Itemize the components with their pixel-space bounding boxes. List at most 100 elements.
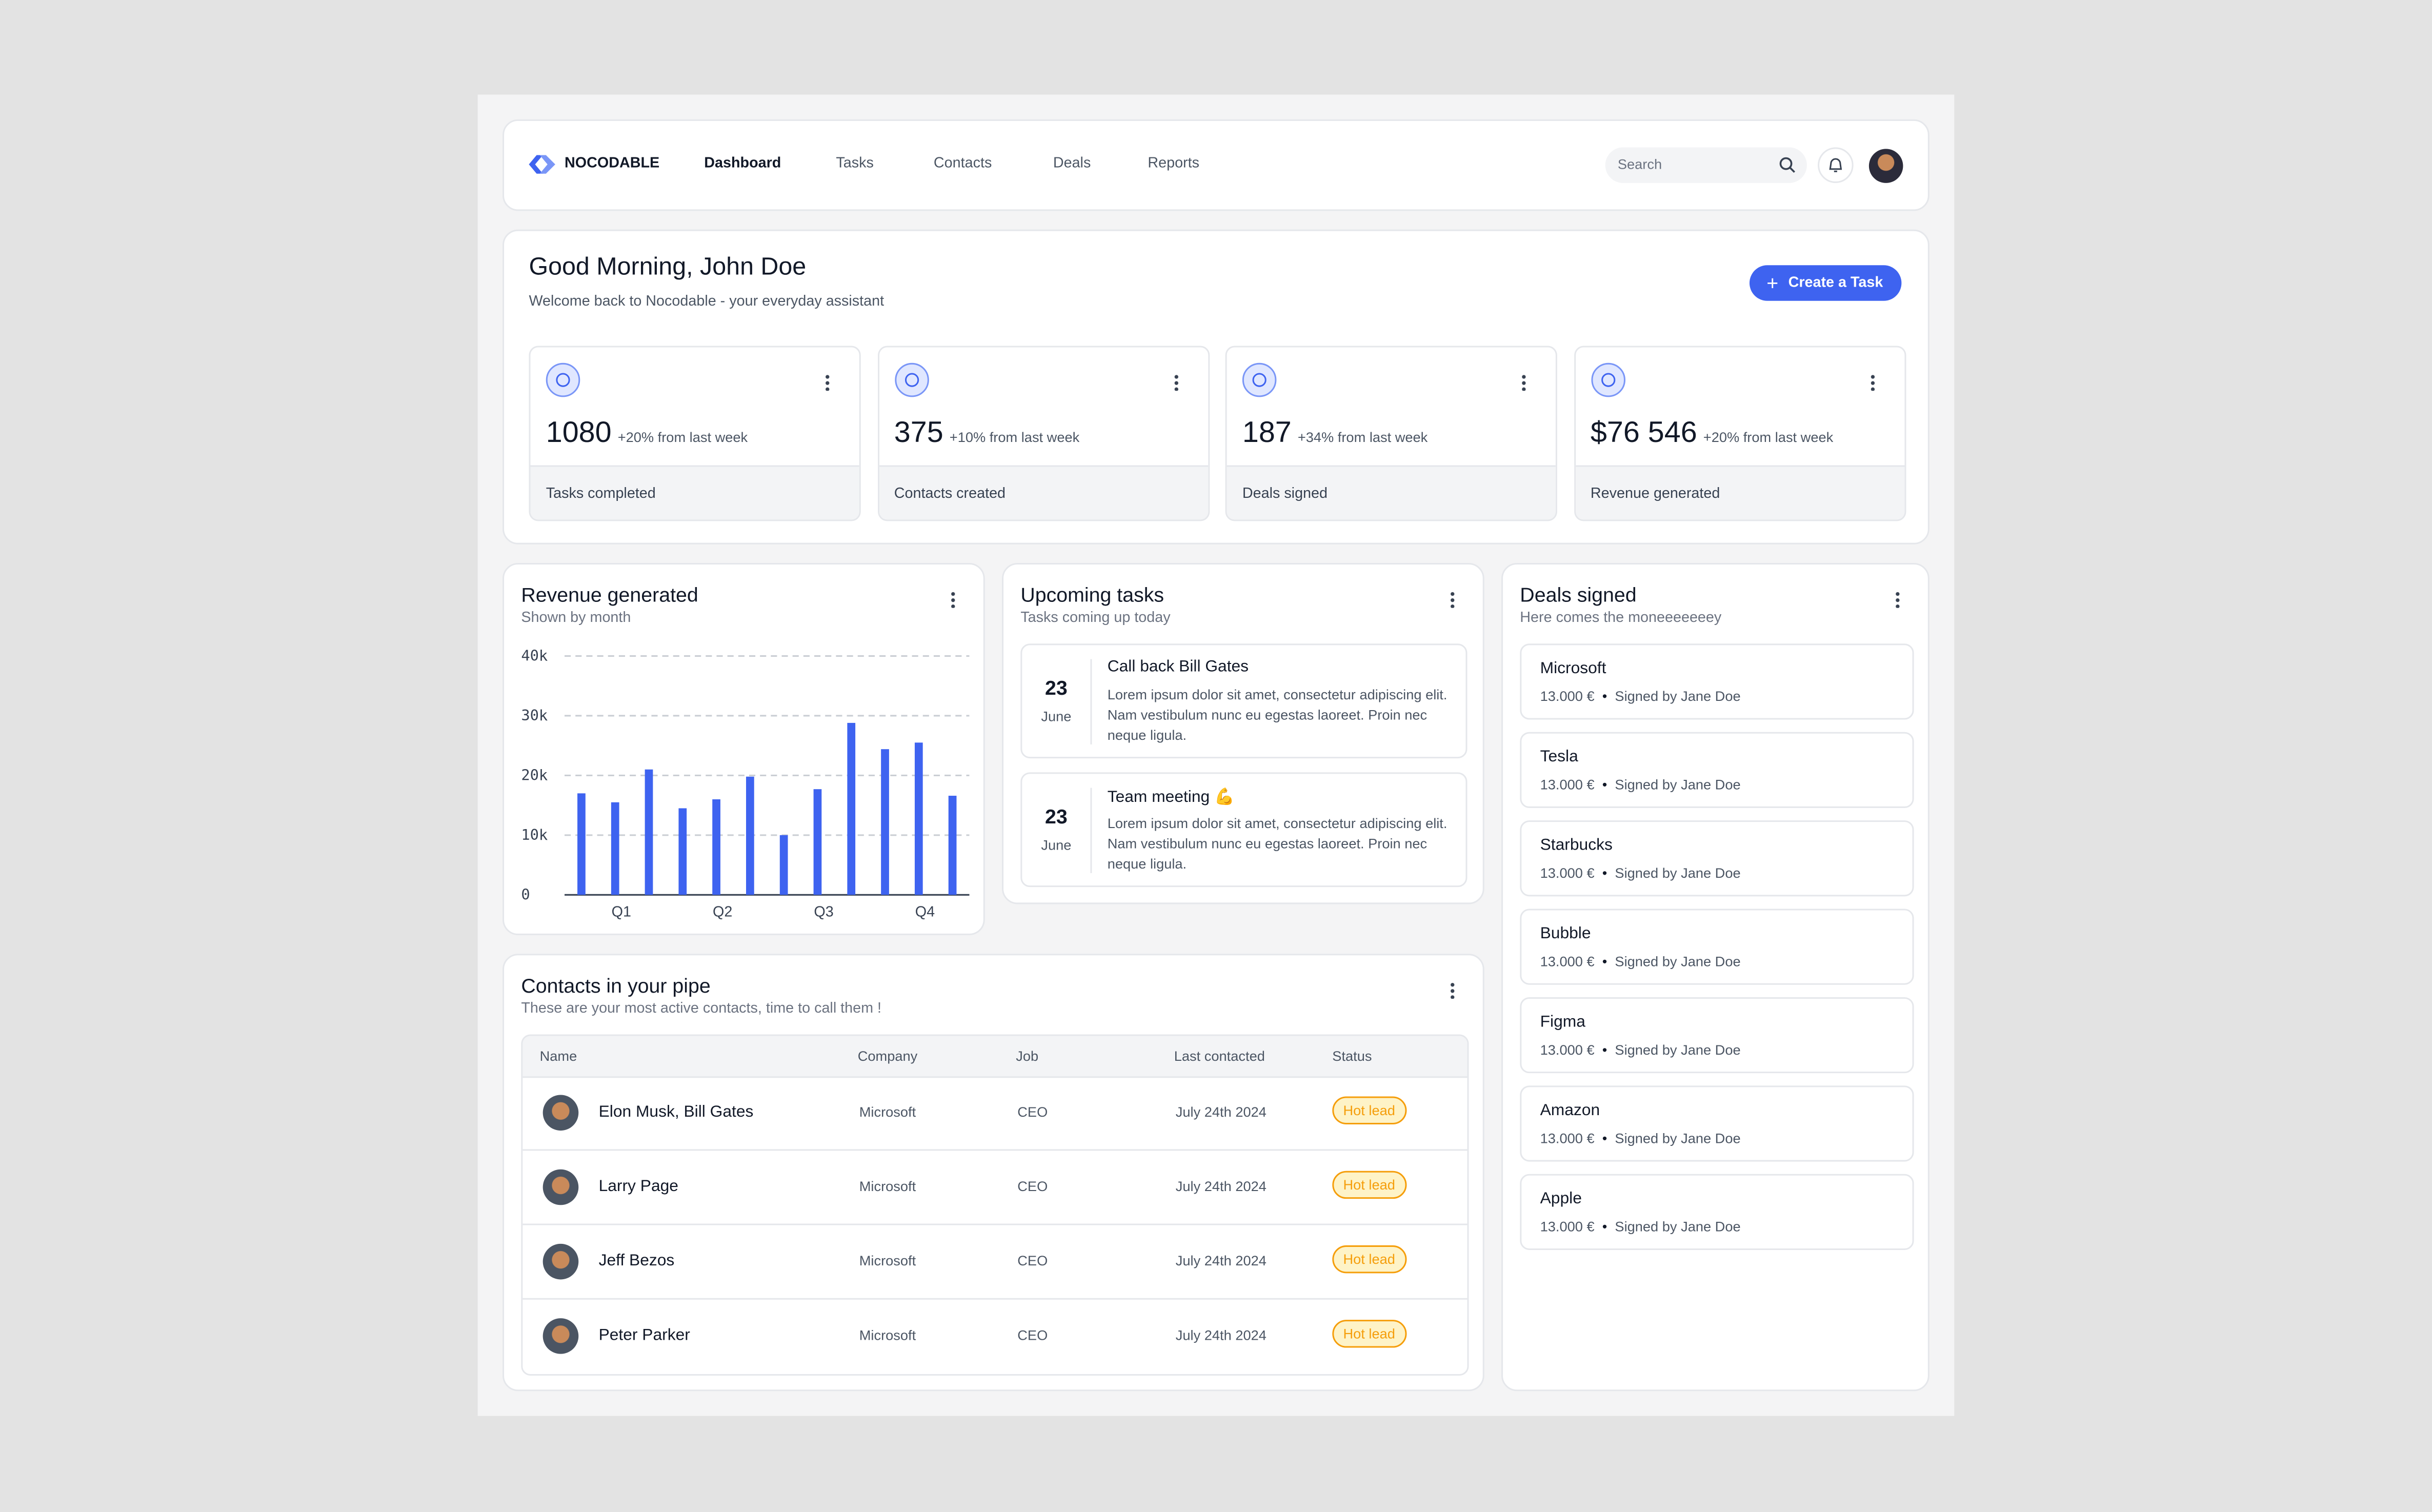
nav-link[interactable]: Dashboard bbox=[704, 155, 781, 172]
stat-value: 375 bbox=[894, 417, 943, 450]
deal-signer: Signed by Jane Doe bbox=[1615, 954, 1741, 970]
x-tick-label: Q4 bbox=[915, 904, 935, 920]
stat-footer: Revenue generated bbox=[1575, 465, 1904, 520]
contact-avatar bbox=[542, 1243, 579, 1280]
deal-amount: 13.000 € bbox=[1540, 954, 1595, 970]
deal-name: Amazon bbox=[1540, 1101, 1600, 1120]
table-row[interactable]: Peter Parker Microsoft CEO July 24th 2024 Ho… bbox=[522, 1300, 1467, 1374]
more-menu[interactable] bbox=[1450, 981, 1455, 999]
deal-name: Starbucks bbox=[1540, 836, 1613, 855]
table-header: Name Company Job Last contacted Status bbox=[522, 1036, 1468, 1078]
deal-meta: 13.000 € • Signed by Jane Doe bbox=[1540, 865, 1741, 881]
status-badge: Hot lead bbox=[1332, 1171, 1406, 1199]
contacts-table: Name Company Job Last contacted Status Elon M… bbox=[521, 1034, 1469, 1376]
user-avatar[interactable] bbox=[1868, 149, 1903, 183]
nav-link[interactable]: Contacts bbox=[933, 155, 992, 172]
stat-icon bbox=[1590, 362, 1625, 397]
deal-amount: 13.000 € bbox=[1540, 1131, 1595, 1146]
nav-link[interactable]: Tasks bbox=[836, 155, 874, 172]
x-tick-label: Q3 bbox=[814, 904, 833, 920]
table-row[interactable]: Elon Musk, Bill Gates Microsoft CEO July 24… bbox=[522, 1076, 1468, 1151]
task-title: Call back Bill Gates bbox=[1107, 657, 1249, 676]
deal-signer: Signed by Jane Doe bbox=[1615, 689, 1741, 704]
contact-avatar bbox=[542, 1095, 579, 1131]
revenue-card: Revenue generated Shown by month 0 10k 20k 30… bbox=[503, 563, 985, 935]
task-day: 23 bbox=[1045, 676, 1068, 700]
table-cell: Microsoft bbox=[859, 1327, 916, 1343]
more-menu[interactable] bbox=[1173, 373, 1178, 391]
more-menu[interactable] bbox=[1450, 591, 1455, 608]
table-cell: CEO bbox=[1017, 1327, 1048, 1343]
stat-card: 1080 +20% from last week Tasks completed bbox=[529, 346, 861, 521]
y-tick-label: 20k bbox=[521, 766, 548, 783]
deal-item[interactable]: Bubble 13.000 € • Signed by Jane Doe bbox=[1520, 909, 1914, 985]
contact-avatar bbox=[542, 1318, 579, 1354]
deal-meta: 13.000 € • Signed by Jane Doe bbox=[1540, 777, 1741, 792]
deal-item[interactable]: Apple 13.000 € • Signed by Jane Doe bbox=[1520, 1174, 1914, 1250]
deal-amount: 13.000 € bbox=[1540, 777, 1595, 793]
deal-name: Tesla bbox=[1540, 747, 1578, 767]
stat-label: Deals signed bbox=[1242, 485, 1328, 503]
brand: NOCODABLE bbox=[565, 155, 660, 172]
column-header: Job bbox=[1016, 1048, 1039, 1064]
notifications[interactable] bbox=[1818, 147, 1854, 183]
bar bbox=[914, 742, 923, 895]
bar bbox=[577, 793, 586, 895]
deal-item[interactable]: Starbucks 13.000 € • Signed by Jane Doe bbox=[1520, 820, 1914, 897]
bar bbox=[645, 769, 653, 895]
table-cell: July 24th 2024 bbox=[1175, 1178, 1267, 1195]
task-item[interactable]: 23 June Call back Bill Gates Lorem ipsum do… bbox=[1020, 643, 1468, 759]
task-body: Lorem ipsum dolor sit amet, consectetur … bbox=[1107, 816, 1448, 872]
x-tick-label: Q1 bbox=[612, 904, 631, 920]
deal-name: Figma bbox=[1540, 1013, 1585, 1032]
bar-chart: 0 10k 20k 30k 40k Q1 Q2 Q3 Q4 bbox=[521, 647, 970, 920]
deal-meta: 13.000 € • Signed by Jane Doe bbox=[1540, 1219, 1741, 1234]
deal-item[interactable]: Microsoft 13.000 € • Signed by Jane Doe bbox=[1520, 643, 1914, 720]
plus-icon: + bbox=[1766, 271, 1779, 295]
search-box[interactable]: Search bbox=[1605, 147, 1807, 183]
stat-footer: Deals signed bbox=[1227, 465, 1556, 520]
deal-amount: 13.000 € bbox=[1540, 865, 1595, 881]
create-task-button[interactable]: Create a Task + bbox=[1749, 265, 1902, 301]
deal-item[interactable]: Figma 13.000 € • Signed by Jane Doe bbox=[1520, 997, 1914, 1074]
contacts-card: Contacts in your pipe These are your most… bbox=[503, 954, 1484, 1392]
deal-meta: 13.000 € • Signed by Jane Doe bbox=[1540, 689, 1741, 704]
more-menu[interactable] bbox=[951, 591, 956, 608]
more-menu[interactable] bbox=[825, 373, 830, 391]
deal-amount: 13.000 € bbox=[1540, 1219, 1595, 1235]
deal-item[interactable]: Amazon 13.000 € • Signed by Jane Doe bbox=[1520, 1085, 1914, 1162]
more-menu[interactable] bbox=[1895, 591, 1900, 608]
status-badge: Hot lead bbox=[1332, 1096, 1406, 1124]
more-menu[interactable] bbox=[1870, 373, 1875, 391]
nav-link[interactable]: Reports bbox=[1148, 155, 1199, 172]
stat-row: 1080 +20% from last week bbox=[546, 417, 748, 452]
stat-card: 187 +34% from last week Deals signed bbox=[1225, 346, 1557, 521]
table-cell: July 24th 2024 bbox=[1175, 1327, 1267, 1343]
nav-link[interactable]: Deals bbox=[1053, 155, 1091, 172]
bar bbox=[881, 749, 889, 895]
table-row[interactable]: Larry Page Microsoft CEO July 24th 2024 Hot … bbox=[522, 1151, 1468, 1225]
separator: • bbox=[1602, 777, 1607, 793]
more-menu[interactable] bbox=[1521, 373, 1526, 391]
table-cell: Microsoft bbox=[859, 1104, 916, 1120]
x-tick-label: Q2 bbox=[713, 904, 732, 920]
column-header: Status bbox=[1332, 1048, 1372, 1064]
welcome-card: Good Morning, John Doe Welcome back to No… bbox=[503, 229, 1929, 545]
icon bbox=[1600, 373, 1615, 387]
deal-item[interactable]: Tesla 13.000 € • Signed by Jane Doe bbox=[1520, 732, 1914, 808]
tasks-card: Upcoming tasks Tasks coming up today 23 Jun… bbox=[1002, 563, 1484, 904]
task-item[interactable]: 23 June Team meeting 💪 Lorem ipsum dolor si… bbox=[1020, 772, 1468, 888]
stat-change: +10% from last week bbox=[949, 429, 1080, 446]
bar bbox=[847, 722, 856, 895]
deal-name: Microsoft bbox=[1540, 659, 1606, 678]
stat-card: $76 546 +20% from last week Revenue genera… bbox=[1573, 346, 1905, 521]
separator: • bbox=[1602, 865, 1607, 881]
column-header: Last contacted bbox=[1174, 1048, 1265, 1064]
stat-label: Revenue generated bbox=[1590, 485, 1720, 503]
stat-change: +20% from last week bbox=[617, 429, 748, 446]
card-subtitle: Tasks coming up today bbox=[1020, 609, 1171, 627]
table-row[interactable]: Jeff Bezos Microsoft CEO July 24th 2024 Hot … bbox=[522, 1225, 1468, 1300]
task-month: June bbox=[1041, 837, 1072, 853]
